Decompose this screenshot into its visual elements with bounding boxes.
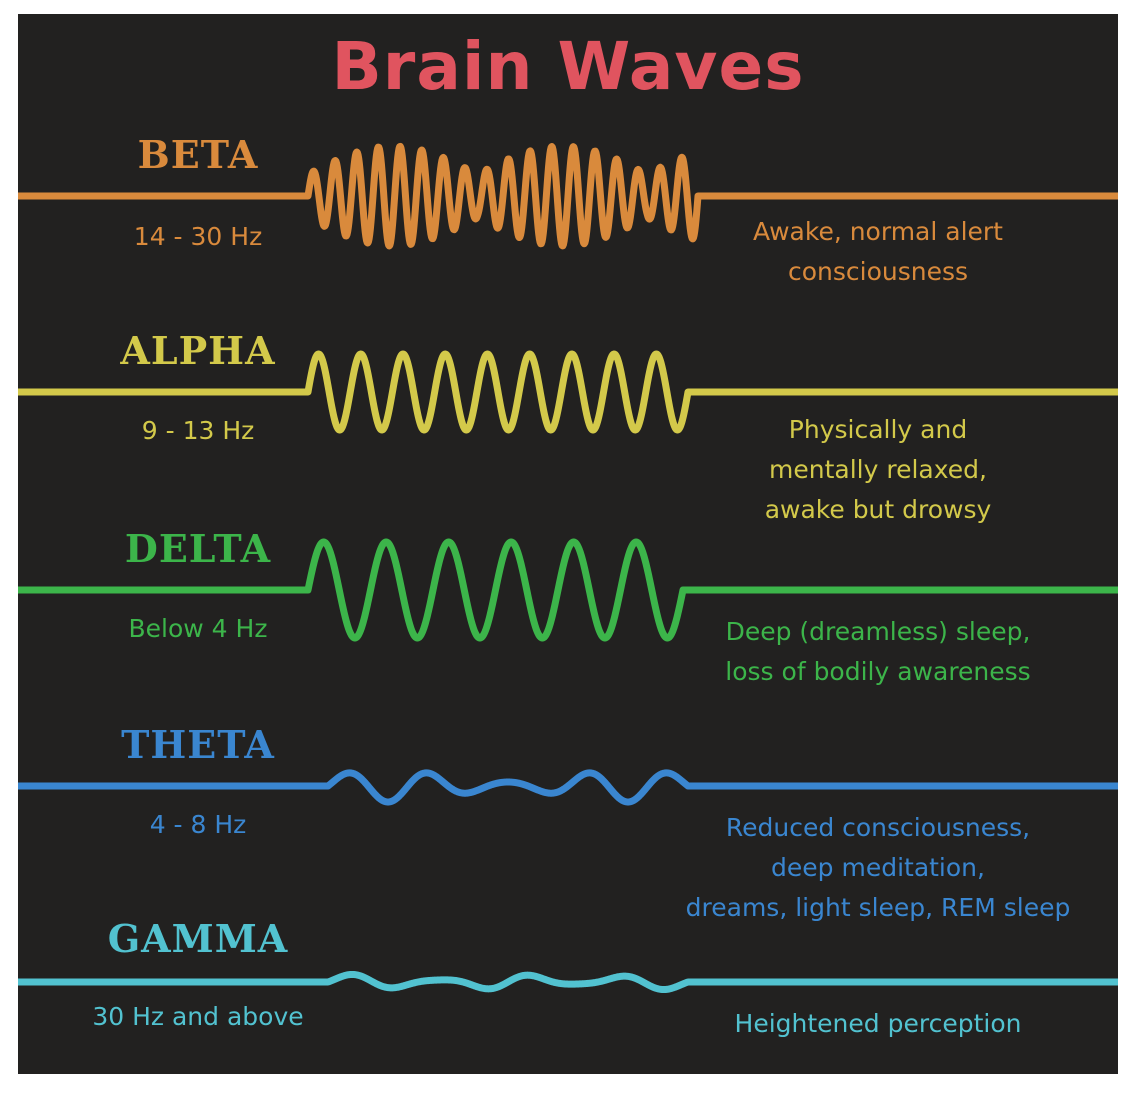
wave-description-line: Physically and <box>788 415 968 444</box>
wave-description: Heightened perception <box>648 1004 1108 1044</box>
wave-description-line: Reduced consciousness, <box>725 813 1031 842</box>
theta-wave-line <box>18 769 1118 806</box>
wave-description-line: Heightened perception <box>734 1009 1022 1038</box>
wave-frequency: 9 - 13 Hz <box>141 416 255 445</box>
wave-frequency: 4 - 8 Hz <box>149 810 247 839</box>
alpha-wave-line <box>18 350 1118 434</box>
wave-description: Physically and mentally relaxed, awake b… <box>648 410 1108 530</box>
wave-description-line: dreams, light sleep, REM sleep <box>685 893 1071 922</box>
gamma-wave-line <box>18 970 1118 994</box>
wave-band-gamma: GAMMA 30 Hz and above Heightened percept… <box>18 900 1118 1096</box>
wave-frequency: Below 4 Hz <box>128 614 268 643</box>
infographic-panel: Brain Waves BETA 14 - 30 Hz Awake, norma… <box>18 14 1118 1074</box>
wave-description-line: Awake, normal alert <box>753 217 1003 246</box>
wave-name: BETA <box>137 132 259 177</box>
wave-description: Reduced consciousness, deep meditation, … <box>648 808 1108 928</box>
wave-description: Deep (dreamless) sleep, loss of bodily a… <box>648 612 1108 692</box>
delta-wave-line <box>18 538 1118 642</box>
wave-frequency: 14 - 30 Hz <box>133 222 263 251</box>
wave-description: Awake, normal alert consciousness <box>648 212 1108 292</box>
wave-description-line: mentally relaxed, <box>769 455 987 484</box>
wave-band-theta: THETA 4 - 8 Hz Reduced consciousness, de… <box>18 704 1118 922</box>
beta-wave-line <box>18 142 1118 250</box>
wave-name: THETA <box>121 722 275 767</box>
wave-description-line: loss of bodily awareness <box>725 657 1031 686</box>
wave-band-alpha: ALPHA 9 - 13 Hz Physically and mentally … <box>18 310 1118 524</box>
wave-frequency: 30 Hz and above <box>92 1002 304 1031</box>
wave-description-line: Deep (dreamless) sleep, <box>725 617 1031 646</box>
wave-name: GAMMA <box>107 916 289 961</box>
wave-band-delta: DELTA Below 4 Hz Deep (dreamless) sleep,… <box>18 508 1118 704</box>
wave-name: ALPHA <box>120 328 276 373</box>
wave-description-line: awake but drowsy <box>764 495 992 524</box>
page-title: Brain Waves <box>331 28 805 105</box>
wave-band-beta: BETA 14 - 30 Hz Awake, normal alert cons… <box>18 114 1118 310</box>
wave-description-line: consciousness <box>787 257 969 286</box>
wave-name: DELTA <box>124 526 272 571</box>
wave-description-line: deep meditation, <box>771 853 985 882</box>
